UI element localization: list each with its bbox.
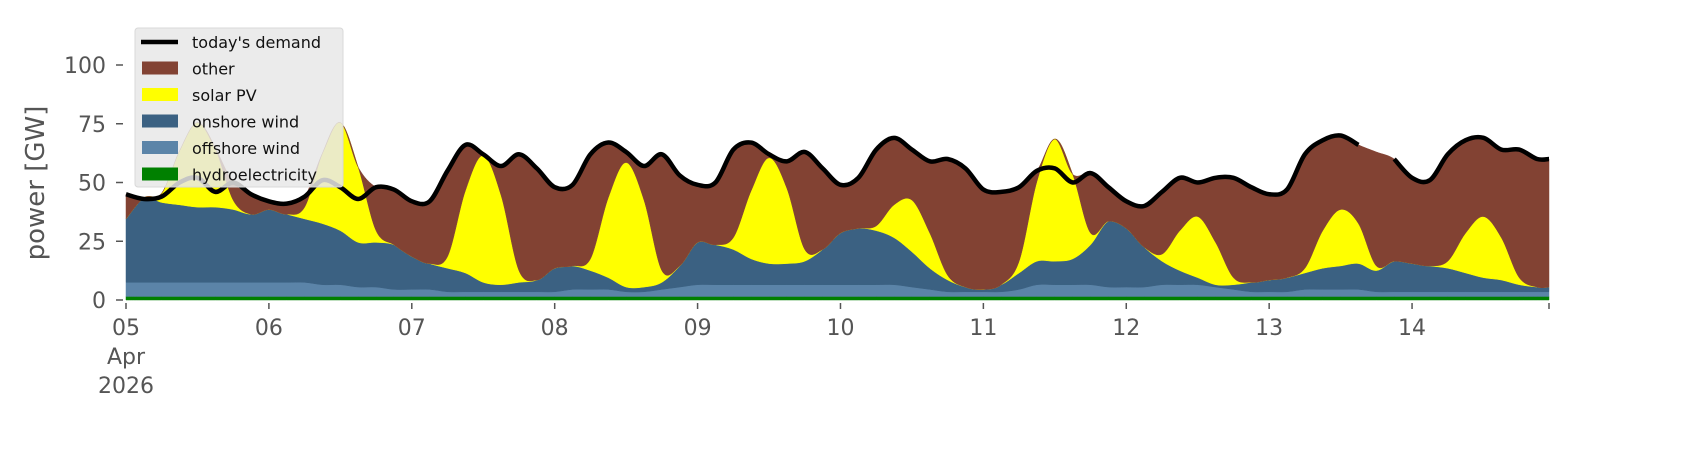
y-tick-label: 100 — [64, 54, 106, 79]
x-tick-label: 12 — [1112, 316, 1140, 341]
y-tick-label: 0 — [92, 289, 106, 314]
legend-item: today's demand — [141, 33, 321, 52]
x-tick-label: 08 — [541, 316, 569, 341]
x-tick-label: 10 — [826, 316, 854, 341]
legend-item: offshore wind — [142, 139, 300, 158]
legend-swatch — [142, 114, 178, 128]
area-hydroelectricity — [125, 296, 1550, 301]
x-tick-label: 2026 — [98, 374, 154, 399]
legend-label: other — [192, 60, 235, 79]
y-axis-label: power [GW] — [21, 106, 51, 261]
legend-label: solar PV — [192, 86, 257, 105]
legend-item: other — [142, 60, 235, 79]
legend-box — [134, 27, 344, 188]
x-tick-label: 06 — [255, 316, 283, 341]
x-tick-label: 11 — [969, 316, 997, 341]
legend-label: hydroelectricity — [192, 166, 317, 185]
legend-item: hydroelectricity — [142, 166, 317, 185]
x-axis: 05 Apr 2026 06 07 08 09 10 11 12 13 14 — [98, 303, 1550, 399]
x-tick-label: 13 — [1255, 316, 1283, 341]
y-tick-label: 50 — [78, 172, 106, 197]
demand-line — [1392, 134, 1550, 185]
legend-label: offshore wind — [192, 139, 300, 158]
x-tick-label: 05 — [112, 316, 140, 341]
y-axis: 0 25 50 75 100 — [64, 54, 123, 314]
legend: today's demand other solar PV onshore wind o… — [134, 27, 344, 188]
x-tick-label: 14 — [1398, 316, 1426, 341]
stacked-areas — [125, 122, 1550, 301]
legend-item: onshore wind — [142, 113, 299, 132]
legend-swatch — [142, 141, 178, 154]
y-tick-label: 75 — [78, 113, 106, 138]
legend-swatch — [142, 88, 178, 101]
y-tick-label: 25 — [78, 230, 106, 255]
x-tick-label: 07 — [398, 316, 426, 341]
legend-label: today's demand — [192, 33, 321, 52]
x-tick-label: Apr — [107, 345, 146, 370]
legend-item: solar PV — [142, 86, 257, 105]
legend-label: onshore wind — [192, 113, 299, 132]
legend-swatch — [142, 167, 178, 181]
x-tick-label: 09 — [684, 316, 712, 341]
legend-swatch — [142, 61, 178, 75]
